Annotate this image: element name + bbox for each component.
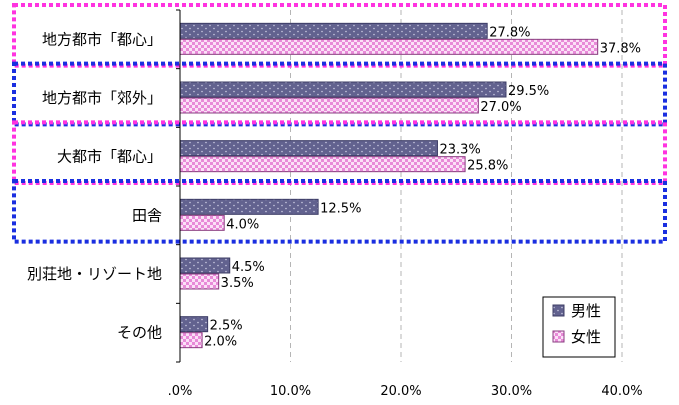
bar-female	[179, 214, 225, 231]
legend-swatch	[552, 330, 565, 343]
x-tick-label: 30.0%	[491, 384, 532, 399]
category-label: 田舎	[132, 206, 162, 224]
legend-label: 男性	[571, 302, 601, 320]
bar-female	[179, 332, 203, 349]
category-label: 別荘地・リゾート地	[27, 265, 162, 283]
bar-male	[179, 22, 488, 39]
category-label: 地方都市「都心」	[42, 30, 162, 48]
data-label: 37.8%	[600, 41, 641, 56]
legend-label: 女性	[571, 328, 601, 346]
bar-female	[179, 97, 479, 114]
category-label: その他	[117, 324, 162, 342]
bar-male	[179, 316, 209, 333]
data-label: 29.5%	[508, 84, 549, 99]
category-label: 地方都市「郊外」	[42, 89, 162, 107]
data-label: 2.0%	[204, 335, 237, 350]
bar-male	[179, 257, 231, 274]
highlight-box	[12, 179, 667, 244]
x-tick-label: .0%	[168, 384, 193, 399]
data-label: 25.8%	[467, 159, 508, 174]
data-label: 2.5%	[210, 319, 243, 334]
legend-swatch	[552, 304, 565, 317]
data-label: 3.5%	[221, 276, 254, 291]
bar-male	[179, 198, 319, 215]
x-tick-label: 10.0%	[270, 384, 311, 399]
bar-male	[179, 81, 507, 98]
bar-female	[179, 273, 220, 290]
x-tick-label: 20.0%	[380, 384, 421, 399]
bar-male	[179, 140, 438, 157]
bar-female	[179, 156, 466, 173]
category-label: 大都市「都心」	[57, 148, 162, 166]
data-label: 12.5%	[320, 201, 361, 216]
data-label: 27.8%	[489, 25, 530, 40]
bar-female	[179, 38, 599, 55]
data-label: 27.0%	[480, 100, 521, 115]
x-tick-label: 40.0%	[601, 384, 642, 399]
data-label: 23.3%	[439, 143, 480, 158]
data-label: 4.0%	[226, 217, 259, 232]
data-label: 4.5%	[232, 260, 265, 275]
